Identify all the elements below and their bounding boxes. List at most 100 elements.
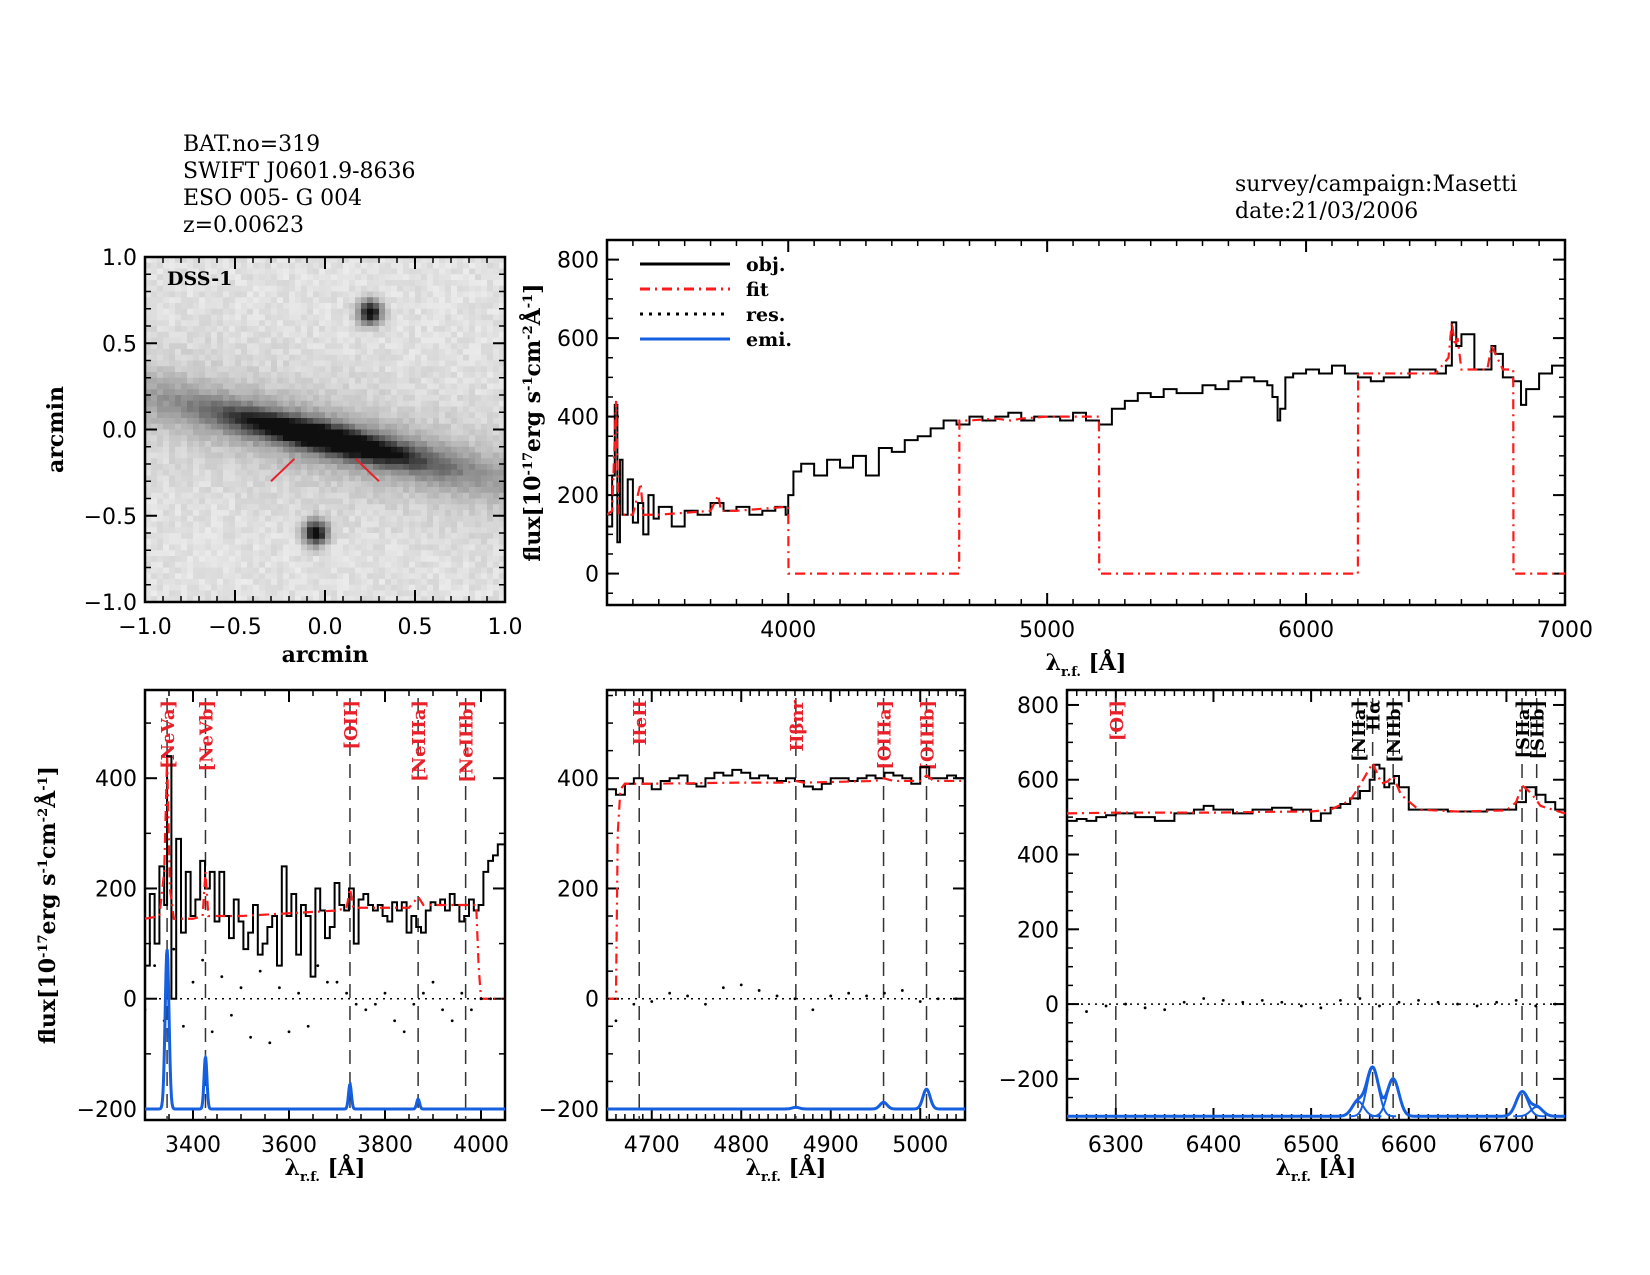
image-pixel xyxy=(433,360,440,367)
image-pixel xyxy=(421,429,428,436)
image-pixel xyxy=(205,343,212,350)
image-pixel xyxy=(277,303,284,310)
image-pixel xyxy=(457,510,464,517)
image-pixel xyxy=(229,469,236,477)
image-pixel xyxy=(217,481,224,488)
image-pixel xyxy=(199,418,206,425)
image-pixel xyxy=(451,372,458,379)
image-pixel xyxy=(349,573,356,580)
image-pixel xyxy=(475,487,482,494)
image-pixel xyxy=(397,550,404,557)
image-pixel xyxy=(463,561,470,569)
image-pixel xyxy=(385,400,392,408)
image-pixel xyxy=(241,452,248,459)
residual-point xyxy=(1143,1006,1147,1010)
image-pixel xyxy=(463,515,470,523)
image-pixel xyxy=(241,561,248,569)
image-pixel xyxy=(175,429,182,436)
image-pixel xyxy=(385,383,392,390)
image-pixel xyxy=(175,567,182,574)
image-pixel xyxy=(169,429,176,436)
image-pixel xyxy=(235,343,242,350)
image-pixel xyxy=(361,412,368,419)
image-pixel xyxy=(175,561,182,569)
image-pixel xyxy=(475,429,482,436)
image-pixel xyxy=(421,262,428,270)
image-pixel xyxy=(289,441,296,448)
image-pixel xyxy=(223,262,230,270)
image-pixel xyxy=(325,510,332,517)
image-pixel xyxy=(433,366,440,373)
fit-line xyxy=(1067,760,1565,815)
image-pixel xyxy=(163,441,170,448)
image-pixel xyxy=(361,550,368,557)
image-pixel xyxy=(499,418,506,425)
image-pixel xyxy=(439,418,446,425)
image-pixel xyxy=(397,435,404,442)
image-pixel xyxy=(337,354,344,362)
image-pixel xyxy=(175,469,182,477)
image-pixel xyxy=(373,274,380,281)
image-pixel xyxy=(235,567,242,574)
image-pixel xyxy=(421,441,428,448)
image-pixel xyxy=(163,372,170,379)
image-pixel xyxy=(391,280,398,287)
image-pixel xyxy=(337,492,344,500)
image-pixel xyxy=(445,308,452,316)
image-pixel xyxy=(493,429,500,436)
image-pixel xyxy=(445,561,452,569)
image-pixel xyxy=(403,291,410,298)
image-pixel xyxy=(193,590,200,597)
image-pixel xyxy=(493,481,500,488)
image-pixel xyxy=(169,377,176,385)
image-pixel xyxy=(499,308,506,316)
image-pixel xyxy=(289,498,296,505)
image-pixel xyxy=(205,320,212,327)
image-pixel xyxy=(445,268,452,275)
image-pixel xyxy=(211,377,218,385)
image-pixel xyxy=(487,590,494,597)
image-pixel xyxy=(253,446,260,454)
image-pixel xyxy=(193,308,200,316)
image-pixel xyxy=(181,412,188,419)
image-pixel xyxy=(271,584,278,592)
image-pixel xyxy=(409,475,416,482)
image-pixel xyxy=(307,383,314,390)
image-pixel xyxy=(313,389,320,396)
image-pixel xyxy=(481,354,488,362)
image-pixel xyxy=(427,573,434,580)
image-pixel xyxy=(289,262,296,270)
image-pixel xyxy=(217,285,224,293)
image-pixel xyxy=(415,412,422,419)
image-pixel xyxy=(307,372,314,379)
image-pixel xyxy=(457,579,464,586)
image-pixel xyxy=(145,590,152,597)
image-pixel xyxy=(355,521,362,528)
image-pixel xyxy=(451,389,458,396)
image-pixel xyxy=(421,475,428,482)
image-pixel xyxy=(433,452,440,459)
image-pixel xyxy=(181,320,188,327)
image-pixel xyxy=(397,475,404,482)
image-pixel xyxy=(187,452,194,459)
image-pixel xyxy=(451,544,458,551)
image-pixel xyxy=(145,372,152,379)
image-pixel xyxy=(199,395,206,402)
image-pixel xyxy=(253,527,260,534)
image-pixel xyxy=(475,584,482,592)
image-pixel xyxy=(205,464,212,471)
image-pixel xyxy=(271,487,278,494)
image-pixel xyxy=(313,423,320,431)
image-pixel xyxy=(241,579,248,586)
image-pixel xyxy=(241,418,248,425)
image-pixel xyxy=(499,544,506,551)
image-pixel xyxy=(241,596,248,603)
image-pixel xyxy=(193,504,200,511)
image-pixel xyxy=(205,366,212,373)
image-pixel xyxy=(385,446,392,454)
image-pixel xyxy=(277,418,284,425)
image-pixel xyxy=(181,326,188,333)
image-pixel xyxy=(457,504,464,511)
image-pixel xyxy=(487,349,494,356)
image-pixel xyxy=(229,360,236,367)
